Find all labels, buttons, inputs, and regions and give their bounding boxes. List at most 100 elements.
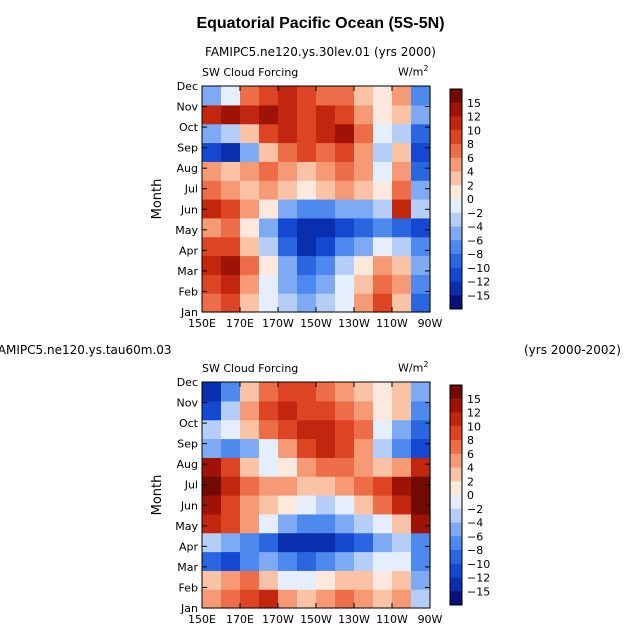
heatmap-cell — [392, 161, 412, 181]
heatmap-cell — [240, 513, 260, 534]
heatmap-cell — [411, 476, 431, 496]
units-text-2: W/m — [398, 361, 424, 375]
heatmap-cell — [335, 589, 355, 609]
heatmap-cell — [259, 255, 279, 275]
heatmap-cell — [316, 438, 336, 458]
colorbar-box — [450, 536, 462, 551]
colorbar-label: −12 — [467, 276, 490, 289]
y-tick-label: Apr — [179, 540, 199, 553]
heatmap-cell — [392, 551, 412, 571]
heatmap-cell — [354, 570, 374, 590]
heatmap-cell — [259, 293, 279, 313]
y-tick-label: Jun — [180, 203, 198, 216]
colorbar-label: −15 — [467, 289, 490, 302]
colorbar-label: −4 — [467, 517, 483, 530]
heatmap-cell — [392, 495, 412, 515]
heatmap-cell — [221, 255, 241, 275]
heatmap-cell — [202, 570, 222, 590]
heatmap-cell — [354, 255, 374, 275]
colorbar-box — [450, 144, 462, 159]
heatmap-cell — [335, 293, 355, 313]
heatmap-cell — [354, 104, 374, 125]
colorbar-label: −12 — [467, 572, 490, 585]
heatmap-cell — [278, 142, 298, 162]
heatmap-cell — [335, 400, 355, 421]
heatmap-cell — [411, 513, 431, 534]
heatmap-cell — [373, 589, 393, 609]
heatmap-cell — [335, 104, 355, 125]
heatmap-cell — [335, 382, 355, 402]
heatmap-cell — [202, 382, 222, 402]
heatmap-cell — [278, 551, 298, 571]
heatmap-cell — [221, 236, 241, 257]
heatmap-cell — [392, 199, 412, 219]
heatmap-cell — [373, 274, 393, 294]
heatmap-cell — [335, 236, 355, 257]
x-tick-label: 170E — [226, 613, 254, 626]
x-tick-label: 90W — [418, 317, 443, 330]
heatmap-cell — [278, 400, 298, 421]
heatmap-cell — [392, 123, 412, 144]
colorbar-box — [450, 591, 462, 606]
colorbar-box — [450, 453, 462, 468]
heatmap-cell — [316, 532, 336, 553]
heatmap-cell — [240, 217, 260, 238]
heatmap-cell — [335, 161, 355, 181]
heatmap-cell — [202, 438, 222, 458]
heatmap-cell — [202, 513, 222, 534]
units-label-1: W/m2 — [398, 64, 428, 79]
heatmap-cell — [240, 180, 260, 200]
heatmap-cell — [259, 400, 279, 421]
colorbar-box — [450, 171, 462, 186]
heatmap-cell — [221, 419, 241, 440]
heatmap-cell — [221, 495, 241, 515]
heatmap-cell — [335, 180, 355, 200]
y-tick-label: Nov — [177, 397, 199, 410]
heatmap-cell — [297, 161, 317, 181]
heatmap-cell — [373, 419, 393, 440]
heatmap-cell — [392, 476, 412, 496]
heatmap-cell — [354, 236, 374, 257]
heatmap-cell — [240, 400, 260, 421]
heatmap-cell — [240, 104, 260, 125]
heatmap-cell — [335, 457, 355, 477]
heatmap-cell — [278, 476, 298, 496]
heatmap-cell — [221, 274, 241, 294]
heatmap-cell — [221, 217, 241, 238]
colorbar-label: −8 — [467, 248, 483, 261]
y-tick-label: Feb — [179, 285, 198, 298]
heatmap-cell — [411, 142, 431, 162]
heatmap-cell — [202, 86, 222, 106]
colorbar-box — [450, 89, 462, 104]
heatmap-cell — [259, 161, 279, 181]
heatmap-cell — [278, 438, 298, 458]
heatmap-cell — [354, 180, 374, 200]
y-tick-label: Apr — [179, 244, 199, 257]
heatmap-cell — [221, 180, 241, 200]
colorbar-box — [450, 281, 462, 296]
heatmap-cell — [411, 255, 431, 275]
heatmap-cell — [259, 217, 279, 238]
heatmap-cell — [297, 293, 317, 313]
heatmap-cell — [411, 419, 431, 440]
heatmap-cell — [297, 104, 317, 125]
heatmap-cell — [278, 104, 298, 125]
heatmap-cell — [278, 236, 298, 257]
colorbar-box — [450, 212, 462, 227]
heatmap-cell — [221, 457, 241, 477]
heatmap-cell — [278, 382, 298, 402]
colorbar-label: 15 — [467, 393, 481, 406]
x-tick-label: 150E — [188, 317, 216, 330]
colorbar-box — [450, 508, 462, 523]
colorbar-label: 0 — [467, 489, 474, 502]
colorbar-box — [450, 412, 462, 427]
heatmap-cell — [373, 495, 393, 515]
variable-label-1: SW Cloud Forcing — [202, 66, 299, 79]
heatmap-cell — [259, 199, 279, 219]
heatmap-cell — [411, 495, 431, 515]
x-tick-label: 110W — [376, 613, 408, 626]
heatmap-cell — [354, 513, 374, 534]
heatmap-cell — [297, 438, 317, 458]
case-title-2: FAMIPC5.ne120.ys.tau60m.03 — [0, 343, 172, 357]
heatmap-cell — [297, 142, 317, 162]
